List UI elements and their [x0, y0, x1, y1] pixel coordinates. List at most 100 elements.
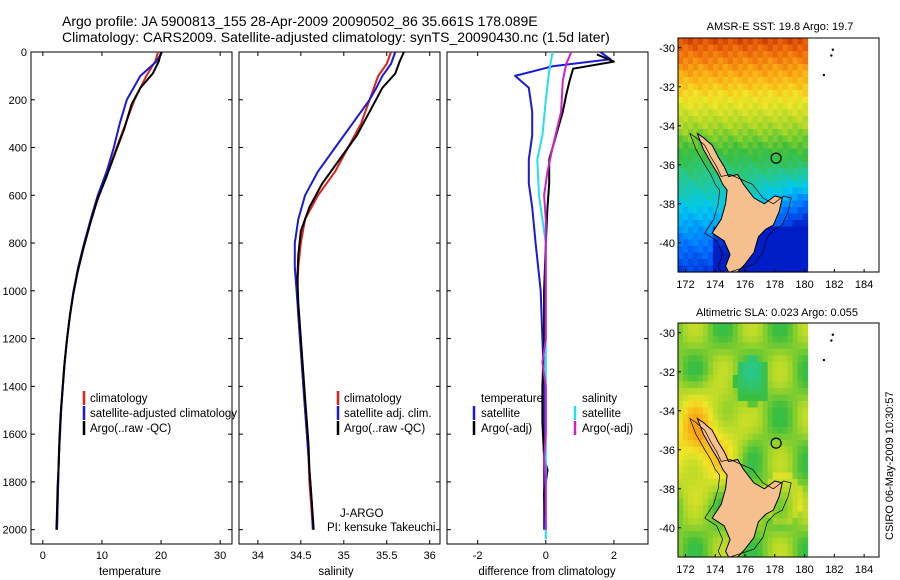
field-cell: [777, 524, 784, 532]
field-cell: [678, 77, 684, 85]
field-cell: [792, 531, 799, 539]
field-cell: [722, 355, 729, 363]
field-cell: [722, 537, 729, 545]
field-cell: [697, 142, 704, 150]
field-cell: [742, 466, 749, 474]
field-cell: [787, 531, 794, 539]
field-cell: [732, 148, 739, 156]
legend-label-sal-argo: Argo(-adj): [582, 423, 633, 435]
field-cell: [732, 440, 739, 448]
field-cell: [687, 492, 694, 500]
field-cell: [752, 265, 759, 273]
field-cell: [797, 368, 804, 376]
field-cell: [747, 168, 754, 176]
field-cell: [762, 446, 769, 454]
field-cell: [727, 155, 734, 163]
field-cell: [742, 161, 749, 169]
field-cell: [742, 355, 749, 363]
field-cell: [687, 226, 694, 234]
field-cell: [762, 252, 769, 260]
field-cell: [722, 51, 729, 59]
field-cell: [678, 394, 684, 402]
field-cell: [762, 161, 769, 169]
field-cell: [682, 479, 689, 487]
field-cell: [732, 381, 739, 389]
field-cell: [697, 122, 704, 130]
field-cell: [802, 252, 809, 260]
field-cell: [722, 427, 729, 435]
field-cell: [792, 155, 799, 163]
field-cell: [742, 349, 749, 357]
field-cell: [707, 336, 714, 344]
field-cell: [762, 70, 769, 78]
field-cell: [787, 38, 794, 46]
field-cell: [782, 174, 789, 182]
field-cell: [802, 479, 809, 487]
field-cell: [678, 64, 684, 72]
field-cell: [802, 323, 809, 331]
y-tick-label: 1600: [3, 429, 27, 441]
field-cell: [707, 401, 714, 409]
map-x-tick-label: 178: [766, 564, 784, 576]
field-cell: [782, 246, 789, 254]
field-cell: [797, 129, 804, 137]
field-cell: [767, 427, 774, 435]
field-cell: [797, 259, 804, 267]
field-cell: [678, 453, 684, 461]
field-cell: [707, 246, 714, 254]
field-cell: [762, 109, 769, 117]
depth-contour: [689, 417, 792, 558]
field-cell: [742, 181, 749, 189]
field-cell: [717, 155, 724, 163]
field-cell: [707, 64, 714, 72]
field-cell: [678, 168, 684, 176]
field-cell: [782, 116, 789, 124]
field-cell: [747, 187, 754, 195]
field-cell: [787, 550, 794, 558]
field-cell: [692, 407, 699, 415]
field-cell: [732, 401, 739, 409]
field-cell: [717, 70, 724, 78]
field-cell: [697, 427, 704, 435]
field-cell: [692, 90, 699, 98]
field-cell: [712, 518, 719, 526]
field-cell: [742, 51, 749, 59]
field-cell: [702, 368, 709, 376]
field-cell: [697, 342, 704, 350]
field-cell: [792, 375, 799, 383]
field-cell: [697, 90, 704, 98]
field-cell: [727, 349, 734, 357]
field-cell: [697, 446, 704, 454]
field-cell: [762, 233, 769, 241]
field-cell: [802, 259, 809, 267]
field-cell: [687, 77, 694, 85]
field-cell: [707, 57, 714, 65]
field-cell: [767, 401, 774, 409]
field-cell: [787, 498, 794, 506]
field-cell: [712, 479, 719, 487]
field-cell: [772, 220, 779, 228]
field-cell: [682, 161, 689, 169]
field-cell: [762, 168, 769, 176]
field-cell: [692, 38, 699, 46]
field-cell: [772, 239, 779, 247]
field-cell: [782, 194, 789, 202]
field-cell: [782, 518, 789, 526]
field-cell: [712, 90, 719, 98]
field-cell: [717, 472, 724, 480]
field-cell: [678, 440, 684, 448]
field-cell: [692, 239, 699, 247]
difference-axis-label: difference from climatology: [478, 566, 615, 578]
field-cell: [732, 342, 739, 350]
field-cell: [802, 265, 809, 273]
field-cell: [707, 168, 714, 176]
field-cell: [802, 466, 809, 474]
field-cell: [717, 329, 724, 337]
field-cell: [707, 323, 714, 331]
field-cell: [682, 181, 689, 189]
field-cell: [757, 44, 764, 52]
field-cell: [697, 505, 704, 513]
field-cell: [742, 38, 749, 46]
field-cell: [757, 342, 764, 350]
island-marker: [831, 333, 835, 336]
